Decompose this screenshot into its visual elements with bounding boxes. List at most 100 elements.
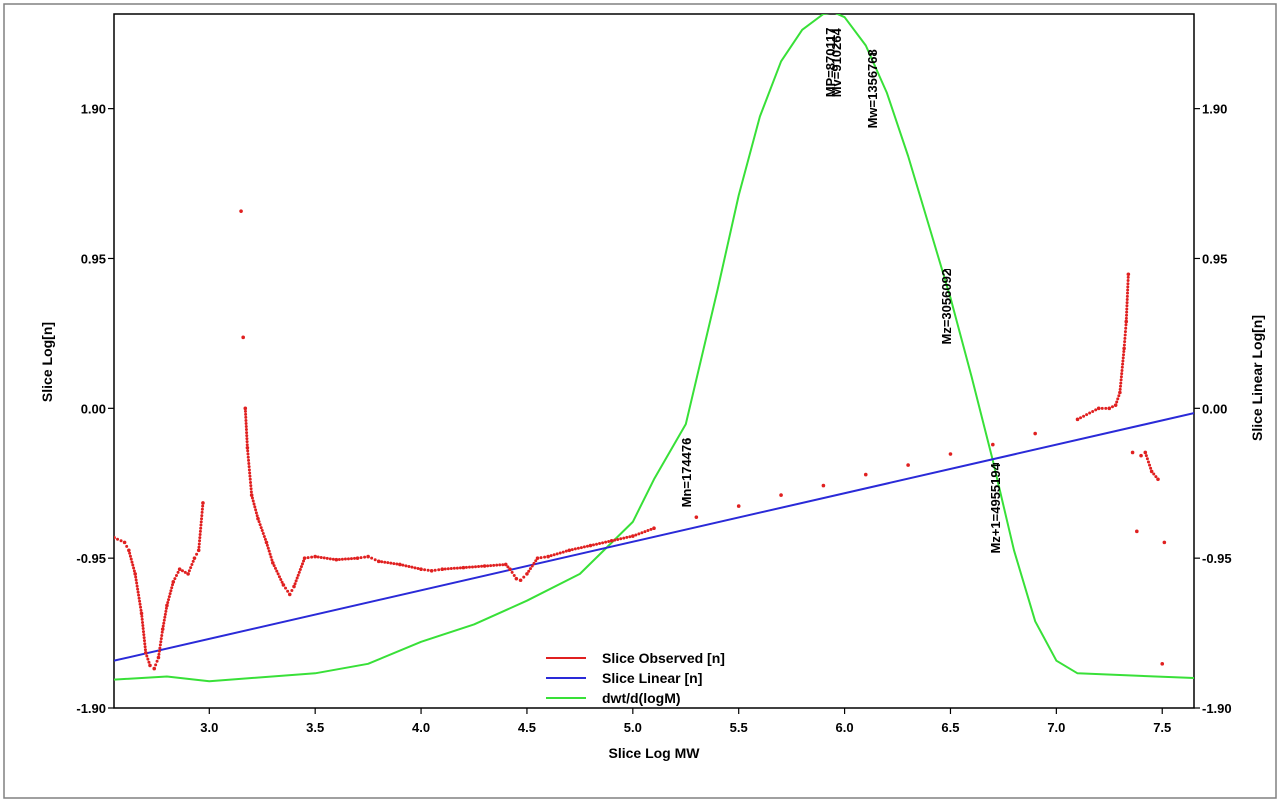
x-tick-label: 6.0 bbox=[836, 720, 854, 735]
data-point bbox=[160, 627, 165, 631]
data-point-interp bbox=[176, 570, 180, 574]
data-point-interp bbox=[1122, 343, 1126, 347]
data-point-interp bbox=[269, 555, 273, 559]
data-point-interp bbox=[146, 657, 150, 661]
data-point bbox=[114, 535, 116, 540]
data-point-interp bbox=[284, 586, 288, 590]
data-point-interp bbox=[244, 425, 248, 429]
data-point-interp bbox=[297, 570, 301, 574]
data-point bbox=[376, 559, 381, 564]
data-point-interp bbox=[142, 633, 146, 637]
data-point bbox=[192, 556, 197, 560]
data-point-interp bbox=[276, 572, 280, 576]
data-point bbox=[508, 567, 512, 571]
data-point-interp bbox=[1119, 375, 1123, 379]
data-point-interp bbox=[180, 569, 184, 573]
data-point bbox=[122, 540, 127, 545]
data-point bbox=[567, 548, 572, 553]
data-point bbox=[334, 557, 339, 562]
data-point bbox=[1139, 453, 1143, 458]
data-point-interp bbox=[404, 564, 408, 568]
data-point-interp bbox=[244, 412, 248, 416]
data-point-interp bbox=[549, 554, 553, 558]
data-point bbox=[1135, 529, 1139, 534]
data-point-interp bbox=[392, 562, 396, 566]
data-point-interp bbox=[270, 558, 274, 562]
data-point-interp bbox=[510, 570, 514, 574]
data-point-interp bbox=[141, 630, 145, 634]
data-point-interp bbox=[1115, 400, 1119, 404]
data-point-interp bbox=[316, 555, 320, 559]
data-point-interp bbox=[244, 421, 248, 425]
data-point-interp bbox=[532, 561, 536, 565]
data-point bbox=[256, 516, 260, 521]
data-point bbox=[1107, 406, 1112, 411]
data-point-interp bbox=[452, 566, 456, 570]
data-point-interp bbox=[389, 561, 393, 565]
data-point-interp bbox=[576, 546, 580, 550]
data-point-interp bbox=[386, 561, 390, 565]
data-point-interp bbox=[173, 577, 177, 581]
data-point-interp bbox=[277, 575, 281, 579]
data-point-interp bbox=[162, 621, 166, 625]
data-point bbox=[287, 592, 292, 597]
data-point-interp bbox=[135, 581, 139, 585]
data-point-interp bbox=[395, 562, 399, 566]
data-point-interp bbox=[197, 545, 201, 549]
data-point bbox=[355, 556, 360, 560]
data-point-interp bbox=[380, 560, 384, 564]
data-point-interp bbox=[407, 564, 411, 568]
data-point-interp bbox=[143, 642, 147, 646]
data-point bbox=[1096, 406, 1101, 411]
data-point-interp bbox=[245, 431, 249, 435]
data-point-interp bbox=[595, 542, 599, 546]
y-tick-label-right: -0.95 bbox=[1202, 551, 1232, 566]
data-point-interp bbox=[163, 615, 167, 619]
data-point-interp bbox=[604, 540, 608, 544]
data-point-interp bbox=[495, 563, 499, 567]
data-point-interp bbox=[255, 514, 259, 518]
data-point-interp bbox=[1118, 387, 1122, 391]
data-point-interp bbox=[162, 618, 166, 622]
data-point-interp bbox=[137, 593, 141, 597]
data-point-interp bbox=[498, 563, 502, 567]
data-point-interp bbox=[197, 542, 201, 546]
data-point-interp bbox=[598, 542, 602, 546]
data-point-interp bbox=[573, 547, 577, 551]
data-point-interp bbox=[555, 552, 559, 556]
data-point-interp bbox=[145, 654, 149, 658]
data-point-interp bbox=[539, 556, 543, 560]
data-point-interp bbox=[601, 541, 605, 545]
data-point-interp bbox=[1121, 362, 1125, 366]
data-point-interp bbox=[363, 555, 367, 559]
data-point-interp bbox=[247, 462, 251, 466]
data-point-interp bbox=[249, 487, 253, 491]
data-point-interp bbox=[646, 528, 650, 532]
data-point-interp bbox=[446, 567, 450, 571]
data-point-interp bbox=[290, 588, 294, 592]
data-point-interp bbox=[183, 570, 187, 574]
data-point-interp bbox=[426, 568, 430, 572]
data-point-interp bbox=[154, 663, 158, 667]
data-point-interp bbox=[147, 660, 151, 664]
data-point-interp bbox=[275, 569, 279, 573]
data-point bbox=[1113, 403, 1118, 407]
data-point-interp bbox=[247, 465, 251, 469]
data-point-interp bbox=[259, 526, 263, 530]
data-point-interp bbox=[300, 562, 304, 566]
data-point-interp bbox=[528, 567, 532, 571]
data-point-interp bbox=[272, 564, 276, 568]
data-point-interp bbox=[119, 539, 123, 543]
data-point-interp bbox=[1121, 359, 1125, 363]
data-point-interp bbox=[570, 548, 574, 552]
data-point-interp bbox=[370, 556, 374, 560]
data-point-interp bbox=[1121, 356, 1125, 360]
y-tick-label-right: 1.90 bbox=[1202, 102, 1227, 117]
data-point-interp bbox=[401, 563, 405, 567]
data-point bbox=[139, 611, 144, 616]
data-point-interp bbox=[258, 523, 262, 527]
data-point-interp bbox=[187, 569, 191, 573]
data-point-interp bbox=[383, 560, 387, 564]
data-point-interp bbox=[1125, 310, 1129, 314]
